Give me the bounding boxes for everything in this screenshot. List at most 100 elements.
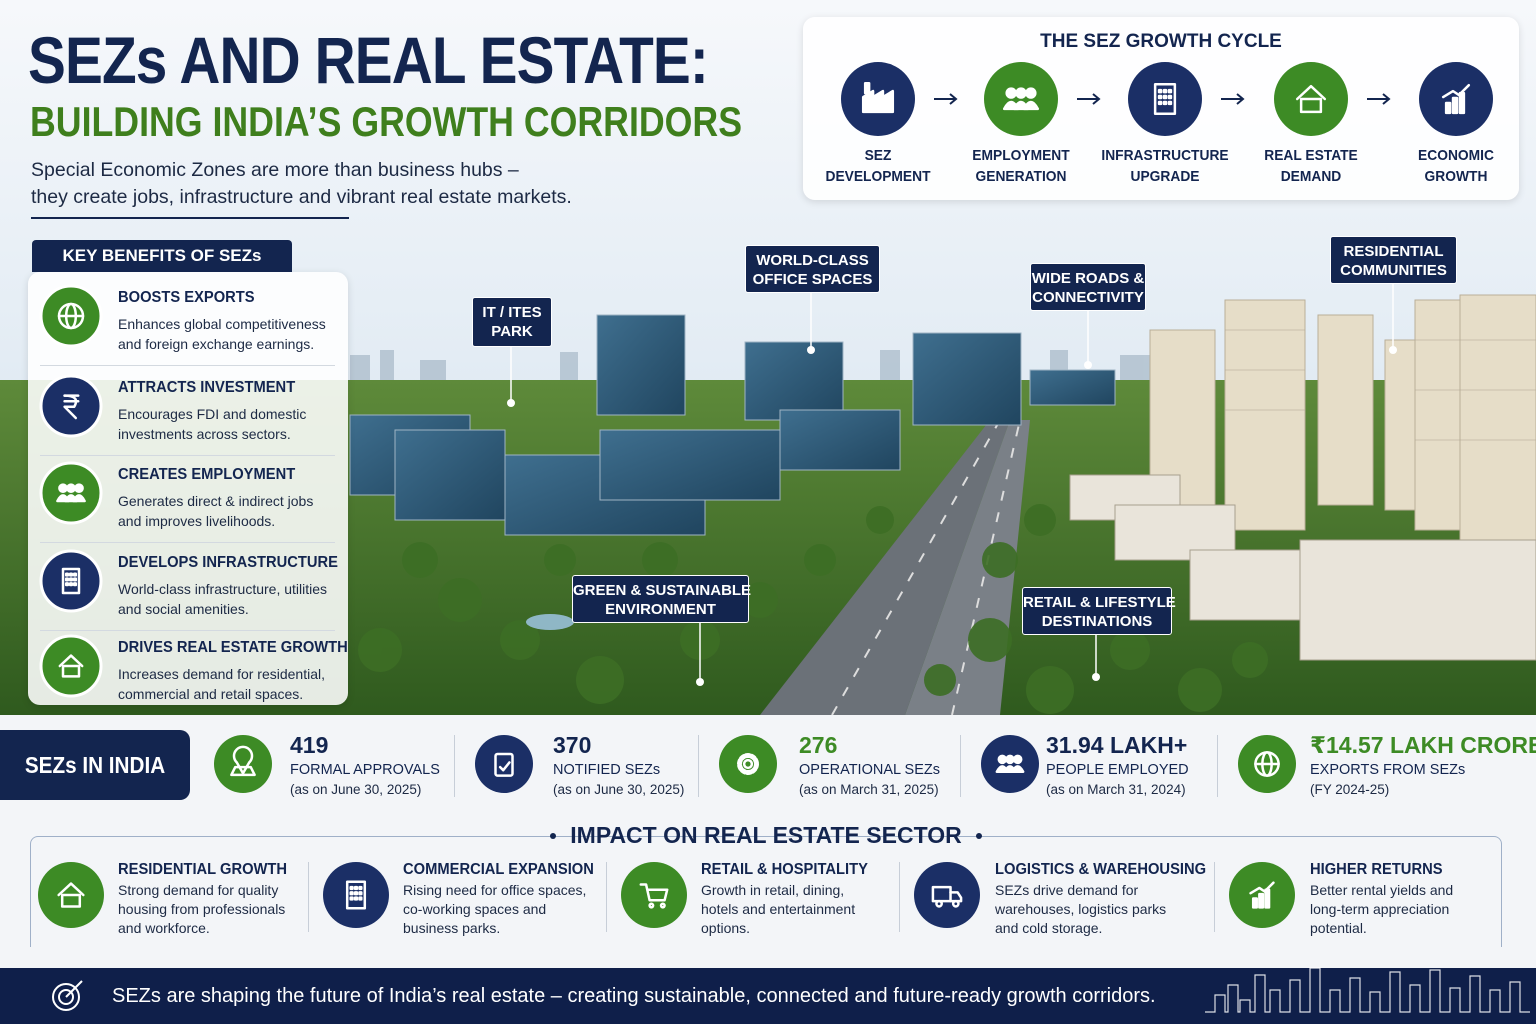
callout-label: ENVIRONMENT bbox=[605, 601, 716, 618]
glyph bbox=[1005, 754, 1015, 765]
glyph bbox=[997, 754, 1007, 765]
footer-target bbox=[65, 980, 83, 998]
stat-note: (FY 2024-25) bbox=[1310, 782, 1390, 797]
growth-step-label: GENERATION bbox=[975, 168, 1067, 185]
footer-text: SEZs are shaping the future of India’s r… bbox=[112, 985, 1156, 1007]
impact-item-title: RETAIL & HOSPITALITY bbox=[701, 861, 868, 878]
benefit-title: ATTRACTS INVESTMENT bbox=[118, 379, 296, 396]
callout-label: WORLD-CLASS bbox=[756, 252, 869, 269]
impact-divider bbox=[606, 862, 607, 932]
glyph bbox=[1013, 754, 1023, 765]
impact-item-text: and workforce. bbox=[118, 920, 210, 936]
benefit-divider bbox=[40, 455, 335, 456]
callout-box: RETAIL & LIFESTYLE DESTINATIONS bbox=[1022, 587, 1176, 635]
callout-label: GREEN & SUSTAINABLE bbox=[573, 582, 752, 599]
icon-circle bbox=[719, 735, 777, 793]
impact-item-text: hotels and entertainment bbox=[701, 901, 856, 917]
stat-divider bbox=[960, 735, 961, 797]
growth-step-label: INFRASTRUCTURE bbox=[1101, 147, 1229, 164]
callout-box: IT / ITES PARK bbox=[472, 297, 552, 347]
benefit-text: Increases demand for residential, bbox=[118, 666, 325, 682]
callout-dot bbox=[1389, 346, 1397, 354]
callout-label: CONNECTIVITY bbox=[1032, 289, 1144, 306]
impact-frame bbox=[30, 836, 1502, 947]
icon-glyph bbox=[1254, 751, 1280, 777]
benefit-divider bbox=[40, 542, 335, 543]
impact-item-text: Better rental yields and bbox=[1310, 882, 1454, 898]
stat-divider bbox=[698, 735, 699, 797]
stat-value: ₹14.57 LAKH CRORE bbox=[1310, 732, 1536, 758]
callout-dot bbox=[807, 346, 815, 354]
glyph bbox=[742, 758, 754, 770]
benefit-title: DEVELOPS INFRASTRUCTURE bbox=[118, 554, 338, 571]
benefit-divider bbox=[40, 630, 335, 631]
stat-label: PEOPLE EMPLOYED bbox=[1046, 762, 1189, 778]
impact-item-text: SEZs drive demand for bbox=[995, 882, 1139, 898]
callout-label: COMMUNITIES bbox=[1340, 262, 1447, 279]
callout-box: RESIDENTIAL COMMUNITIES bbox=[1330, 236, 1457, 284]
icon-circle bbox=[1238, 735, 1296, 793]
footer-target bbox=[58, 989, 74, 1005]
callout-label: RESIDENTIAL bbox=[1343, 243, 1444, 260]
glyph bbox=[498, 761, 511, 772]
stat-divider bbox=[1217, 735, 1218, 797]
stat-note: (as on March 31, 2024) bbox=[1046, 782, 1186, 797]
stat-note: (as on June 30, 2025) bbox=[553, 782, 685, 797]
footer-skyline bbox=[1205, 967, 1530, 1013]
callout-label: DESTINATIONS bbox=[1041, 613, 1153, 630]
benefit-text: Generates direct & indirect jobs bbox=[118, 493, 314, 509]
callout-dot bbox=[507, 399, 515, 407]
glyph bbox=[736, 752, 760, 776]
growth-step-label: DEMAND bbox=[1280, 168, 1342, 185]
impact-item-title: RESIDENTIAL GROWTH bbox=[118, 861, 288, 878]
stat-value: 370 bbox=[553, 732, 592, 758]
growth-step-label: UPGRADE bbox=[1130, 168, 1200, 185]
benefit-text: investments across sectors. bbox=[118, 426, 291, 442]
glyph bbox=[230, 765, 256, 777]
glyph bbox=[1261, 751, 1273, 777]
growth-step-label: ECONOMIC bbox=[1418, 147, 1494, 164]
benefit-title: DRIVES REAL ESTATE GROWTH bbox=[118, 639, 348, 656]
title: SEZs AND REAL ESTATE: bbox=[28, 23, 709, 97]
stat-value: 419 bbox=[290, 732, 329, 758]
callout-label: RETAIL & LIFESTYLE bbox=[1023, 594, 1176, 611]
footer-target bbox=[52, 983, 80, 1011]
glyph bbox=[494, 752, 514, 777]
callout-dot bbox=[696, 678, 704, 686]
impact-divider bbox=[1214, 862, 1215, 932]
growth-step-label: SEZ bbox=[864, 147, 892, 164]
callout-box: WORLD-CLASS OFFICE SPACES bbox=[745, 245, 880, 293]
callout-box: WIDE ROADS & CONNECTIVITY bbox=[1030, 263, 1146, 311]
impact-item-text: Growth in retail, dining, bbox=[701, 882, 845, 898]
intro-rule bbox=[31, 217, 349, 219]
impact-item-text: Rising need for office spaces, bbox=[403, 882, 587, 898]
growth-step-label: EMPLOYMENT bbox=[972, 147, 1070, 164]
callout-label: PARK bbox=[491, 323, 533, 340]
impact-item-title: HIGHER RETURNS bbox=[1310, 861, 1443, 878]
stat-note: (as on June 30, 2025) bbox=[290, 782, 422, 797]
callout-label: OFFICE SPACES bbox=[752, 271, 873, 288]
benefit-title: BOOSTS EXPORTS bbox=[118, 289, 255, 306]
glyph bbox=[232, 745, 254, 775]
impact-title: IMPACT ON REAL ESTATE SECTOR bbox=[570, 822, 962, 848]
growth-cycle-title: THE SEZ GROWTH CYCLE bbox=[1040, 31, 1282, 52]
stat-label: FORMAL APPROVALS bbox=[290, 762, 440, 778]
callout-box: GREEN & SUSTAINABLE ENVIRONMENT bbox=[572, 575, 752, 623]
benefits-title: KEY BENEFITS OF SEZs bbox=[62, 246, 262, 265]
stat-value: 276 bbox=[799, 732, 838, 758]
benefit-text: and improves livelihoods. bbox=[118, 513, 276, 529]
stats-title: SEZs IN INDIA bbox=[24, 752, 166, 778]
intro-line: they create jobs, infrastructure and vib… bbox=[31, 186, 572, 208]
subtitle: BUILDING INDIA’S GROWTH CORRIDORS bbox=[30, 98, 743, 145]
benefit-text: Encourages FDI and domestic bbox=[118, 406, 307, 422]
impact-item-text: housing from professionals bbox=[118, 901, 286, 917]
stat-note: (as on March 31, 2025) bbox=[799, 782, 939, 797]
benefit-title: CREATES EMPLOYMENT bbox=[118, 466, 296, 483]
icon-circle bbox=[214, 735, 272, 793]
glyph bbox=[995, 765, 1009, 773]
impact-item-title: COMMERCIAL EXPANSION bbox=[403, 861, 594, 878]
icon-circle bbox=[981, 735, 1039, 793]
impact-item-text: co-working spaces and bbox=[403, 901, 547, 917]
callout-dot bbox=[1084, 361, 1092, 369]
